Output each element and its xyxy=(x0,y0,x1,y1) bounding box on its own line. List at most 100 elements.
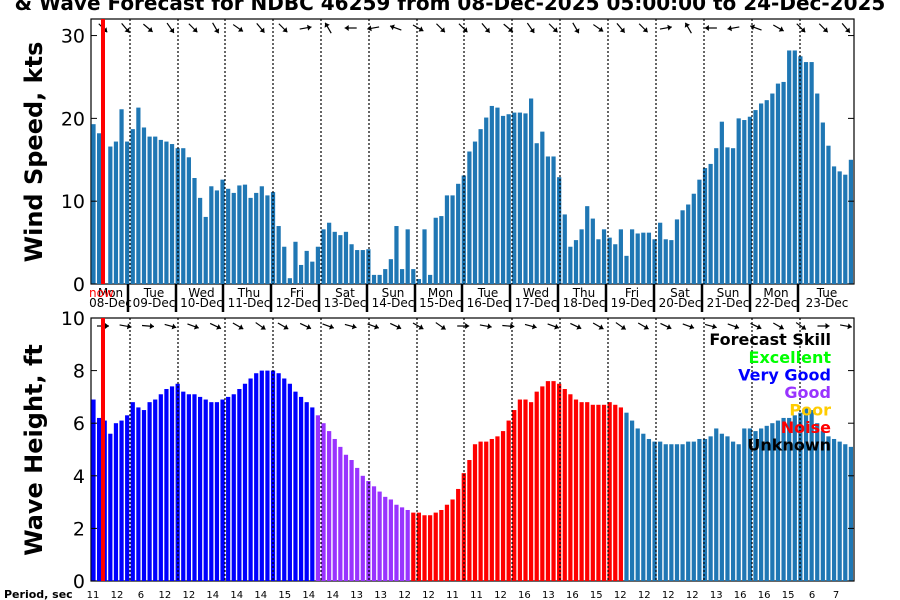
wind-bar xyxy=(119,109,124,285)
wind-bar xyxy=(383,269,388,284)
period-value: 14 xyxy=(302,590,315,600)
wave-plot-frame xyxy=(90,317,855,582)
wind-bar xyxy=(433,217,438,284)
wind-bar xyxy=(585,206,590,284)
wave-bar xyxy=(113,423,119,581)
wave-height-panel: 0 2 4 6 8 10 Wave Height, ft Forecast Skill E… xyxy=(4,308,855,600)
direction-arrow-icon xyxy=(750,24,762,31)
wave-bar xyxy=(214,402,220,581)
wind-bar xyxy=(697,179,702,284)
wave-bar xyxy=(209,402,214,581)
direction-arrow-icon xyxy=(412,24,424,32)
wind-bar xyxy=(787,50,792,284)
wave-bar xyxy=(562,389,567,581)
period-value: 13 xyxy=(350,590,363,600)
wave-y-ticks: 0 2 4 6 8 10 xyxy=(61,308,854,593)
wave-bar xyxy=(730,441,736,581)
wind-bar xyxy=(725,147,730,284)
wind-bar xyxy=(192,178,197,284)
wave-bar xyxy=(607,402,612,581)
wind-bar xyxy=(181,148,186,284)
day-name-label: Thu xyxy=(237,286,261,300)
wind-bar xyxy=(517,112,522,284)
day-date-label: 21-Dec xyxy=(707,296,750,310)
wind-bar xyxy=(298,264,304,284)
y-tick-label: 6 xyxy=(73,413,85,435)
period-value: 12 xyxy=(398,590,411,600)
period-value: 7 xyxy=(833,590,839,600)
wind-bar xyxy=(349,244,354,284)
wave-bar xyxy=(293,391,298,581)
wave-bar xyxy=(540,386,545,581)
wind-bar xyxy=(169,144,175,284)
wave-bar xyxy=(276,373,281,581)
wind-bar xyxy=(540,131,545,285)
day-date-label: 22-Dec xyxy=(755,296,798,310)
wind-bar xyxy=(461,175,466,284)
direction-arrow-icon xyxy=(344,323,357,330)
wave-bar xyxy=(489,438,494,581)
wind-bar xyxy=(579,229,584,284)
wind-bar xyxy=(388,259,393,284)
wave-bar xyxy=(652,441,657,581)
wave-bar xyxy=(433,512,438,581)
wind-bar xyxy=(641,232,646,284)
period-value: 12 xyxy=(159,590,172,600)
wind-bar xyxy=(355,250,360,284)
wave-bar xyxy=(708,436,713,581)
wind-bar xyxy=(652,239,657,284)
wave-bar xyxy=(658,441,663,581)
period-value: 14 xyxy=(230,590,243,600)
wind-bar xyxy=(209,186,214,284)
wind-bar xyxy=(831,166,837,284)
wind-bar xyxy=(399,269,405,284)
wave-bar xyxy=(242,383,248,581)
wave-bar xyxy=(803,407,809,581)
direction-arrow-icon xyxy=(277,322,289,330)
wave-bar xyxy=(635,428,640,581)
wind-bar xyxy=(310,261,315,284)
period-value: 14 xyxy=(254,590,267,600)
wind-bar xyxy=(315,246,321,284)
wave-bar xyxy=(181,391,186,581)
wave-bar xyxy=(579,402,584,581)
wind-bar xyxy=(411,269,416,284)
wave-bar xyxy=(91,399,96,581)
wind-bar xyxy=(545,156,551,284)
wind-bar xyxy=(798,56,803,284)
wind-bar xyxy=(276,226,281,284)
wave-bar xyxy=(158,394,163,581)
direction-arrow-icon xyxy=(638,23,649,33)
wind-bar xyxy=(730,148,736,284)
wind-bar xyxy=(439,216,444,284)
wind-bar xyxy=(428,274,433,284)
wind-bar xyxy=(265,195,270,284)
day-date-label: 13-Dec xyxy=(324,296,367,310)
wave-bar xyxy=(613,404,618,581)
wave-bar xyxy=(310,407,315,581)
wave-bar xyxy=(815,423,820,581)
day-name-label: Tue xyxy=(816,286,838,300)
wave-bar xyxy=(147,402,152,581)
direction-arrow-icon xyxy=(299,322,312,330)
period-value: 13 xyxy=(374,590,387,600)
wave-bar xyxy=(702,438,708,581)
direction-arrow-icon xyxy=(278,23,288,33)
wind-bar xyxy=(624,255,629,284)
wave-bar xyxy=(153,399,158,581)
period-value: 14 xyxy=(326,590,339,600)
wind-bar xyxy=(113,141,119,284)
period-value: 11 xyxy=(446,590,459,600)
direction-arrow-icon xyxy=(164,323,177,330)
wind-bar xyxy=(158,139,163,284)
day-date-label: 12-Dec xyxy=(276,296,319,310)
wind-bar xyxy=(742,120,747,284)
period-value: 13 xyxy=(542,590,555,600)
wave-bar xyxy=(231,394,236,581)
direction-arrow-icon xyxy=(503,23,514,33)
wave-bar xyxy=(226,396,231,581)
wind-bar xyxy=(601,229,607,284)
wind-bar xyxy=(472,141,478,284)
wind-bar xyxy=(242,184,248,285)
